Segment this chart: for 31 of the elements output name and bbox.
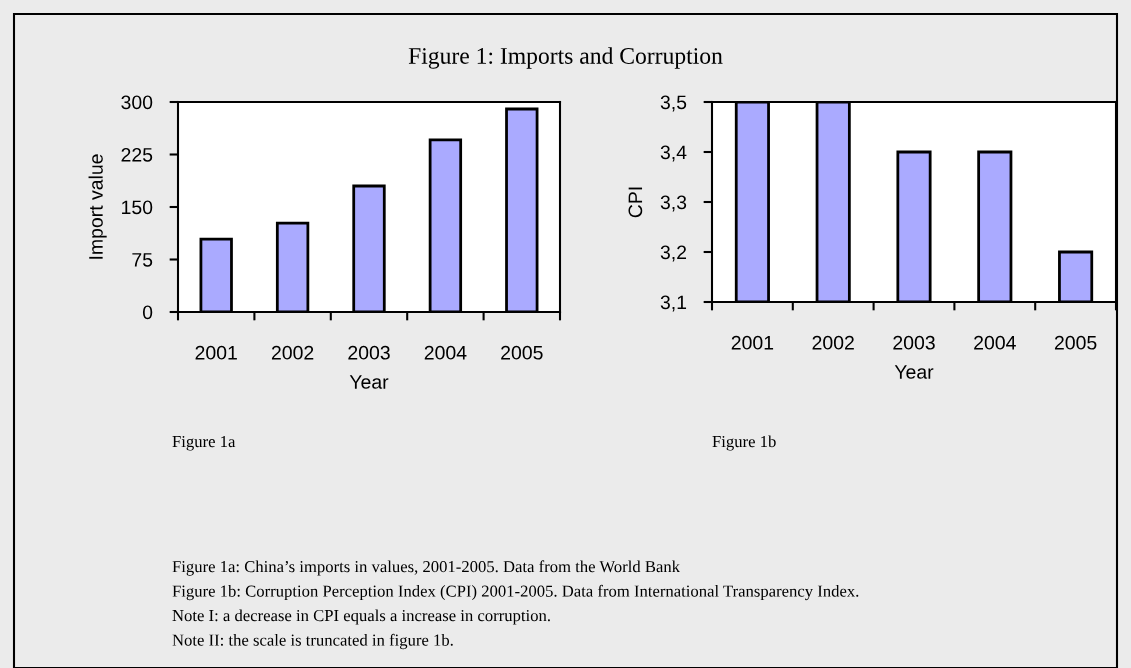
caption: Figure 1b: Corruption Perception Index (CPI) 2001-2005. Data from International Transparency Index. [172, 584, 859, 601]
y-tick-label: 3,1 [660, 295, 687, 312]
y-tick-label: 3,2 [660, 245, 687, 262]
x-tick-label: 2003 [893, 335, 935, 350]
x-tick-label: 2004 [974, 335, 1016, 350]
text: Note II: the scale is truncated in figure 1b. [172, 633, 453, 650]
x-axis-title: Year [349, 375, 389, 389]
text: Note I: a decrease in CPI equals a increase in corruption. [172, 609, 550, 625]
y-axis-title: Import value [88, 154, 107, 259]
chart-title: Figure 1: Imports and Corruption [408, 47, 723, 69]
x-tick-label: 2002 [271, 345, 314, 360]
y-tick-label: 300 [121, 95, 153, 110]
x-tick-label: 2004 [424, 345, 467, 360]
y-tick-label: 75 [132, 253, 153, 267]
y-tick-label: 3,5 [660, 95, 687, 112]
y-tick-label: 3,4 [660, 145, 687, 162]
caption: Figure 1a: China’s imports in values, 2001-2005. Data from the World Bank [172, 560, 681, 576]
x-tick-label: 2003 [348, 345, 390, 360]
x-tick-label: 2005 [501, 345, 543, 360]
y-tick-label: 3,3 [660, 195, 687, 212]
x-tick-label: 2002 [812, 335, 854, 350]
x-tick-label: 2005 [1054, 335, 1097, 350]
caption: Figure 1b [712, 435, 776, 451]
caption: Figure 1a [172, 435, 236, 451]
y-axis-title: CPI [628, 187, 643, 218]
x-tick-label: 2001 [195, 345, 237, 360]
y-tick-label: 225 [121, 147, 153, 162]
y-tick-label: 0 [142, 305, 153, 320]
x-tick-label: 2001 [731, 335, 774, 350]
y-tick-label: 150 [122, 200, 153, 215]
x-axis-title: Year [894, 365, 934, 379]
